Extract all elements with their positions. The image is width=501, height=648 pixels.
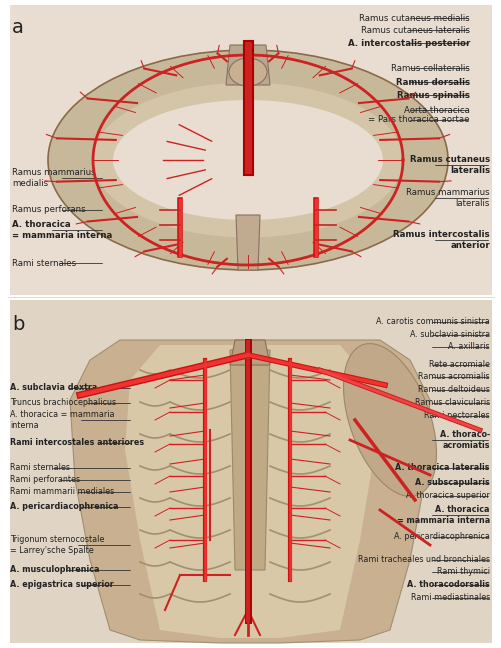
Text: Rami thymici: Rami thymici (436, 568, 489, 577)
Text: Ramus collateralis: Ramus collateralis (390, 64, 469, 73)
Text: A. thoraco-
acromiatis: A. thoraco- acromiatis (439, 430, 489, 450)
Ellipse shape (48, 50, 447, 270)
Text: Truncus brachiocephalicus: Truncus brachiocephalicus (10, 399, 116, 408)
Text: A. subclavia dextra: A. subclavia dextra (10, 384, 97, 393)
Text: Rete acromiale: Rete acromiale (428, 360, 489, 369)
Text: A. subclavia sinistra: A. subclavia sinistra (409, 330, 489, 340)
Text: Ramus perforans: Ramus perforans (12, 205, 86, 214)
Text: Ramus dorsalis: Ramus dorsalis (395, 78, 469, 86)
Text: Ramus cutaneus
lateralis: Ramus cutaneus lateralis (409, 156, 489, 175)
Text: Ramus spinalis: Ramus spinalis (396, 91, 469, 100)
Text: A. musculophrenica: A. musculophrenica (10, 566, 99, 575)
Ellipse shape (93, 82, 402, 238)
Text: Ramus deltoideus: Ramus deltoideus (417, 386, 489, 395)
Ellipse shape (113, 100, 382, 220)
Text: A. thoracica superior: A. thoracica superior (405, 491, 489, 500)
Text: A. thoracica
= mammaria interna: A. thoracica = mammaria interna (396, 505, 489, 525)
Text: Ramus cutaneus lateralis: Ramus cutaneus lateralis (360, 25, 469, 34)
Text: b: b (12, 315, 25, 334)
Text: A. subscapularis: A. subscapularis (414, 478, 489, 487)
Text: Ramus acromialis: Ramus acromialis (417, 373, 489, 382)
Text: = Pars thoracica aortae: = Pars thoracica aortae (368, 115, 469, 124)
Polygon shape (225, 45, 270, 85)
Text: A. thoracica lateralis: A. thoracica lateralis (395, 463, 489, 472)
Text: A. thoracica = mammaria
interna: A. thoracica = mammaria interna (10, 410, 114, 430)
Ellipse shape (343, 343, 436, 496)
Polygon shape (235, 215, 260, 270)
Text: Rami mammarii mediales: Rami mammarii mediales (10, 487, 114, 496)
Polygon shape (125, 345, 374, 638)
Polygon shape (10, 5, 491, 295)
Text: A. thoracodorsalis: A. thoracodorsalis (406, 581, 489, 590)
Text: Ramus mammarius
lateralis: Ramus mammarius lateralis (406, 189, 489, 208)
Text: Rami sternales: Rami sternales (10, 463, 70, 472)
Polygon shape (70, 340, 429, 643)
Text: Rami perforantes: Rami perforantes (10, 476, 80, 485)
Text: A. pericardiacophrenica: A. pericardiacophrenica (10, 502, 118, 511)
Text: Rami sternales: Rami sternales (12, 259, 76, 268)
Text: A. epigastrica superior: A. epigastrica superior (10, 581, 114, 590)
Text: Rami tracheales und bronchiales: Rami tracheales und bronchiales (357, 555, 489, 564)
Text: A. thoracica
= mammaria interna: A. thoracica = mammaria interna (12, 220, 112, 240)
Text: Aorta thoracica: Aorta thoracica (403, 106, 469, 115)
Text: A. axillaris: A. axillaris (447, 343, 489, 351)
Text: a: a (12, 18, 24, 37)
Text: Ramus mammarius
medialis: Ramus mammarius medialis (12, 168, 95, 188)
Text: Trigonum sternocostale
= Larrey'sche Spalte: Trigonum sternocostale = Larrey'sche Spa… (10, 535, 104, 555)
Text: Rami mediastinales: Rami mediastinales (410, 594, 489, 603)
Polygon shape (229, 350, 270, 570)
Text: Rami intercostales anteriores: Rami intercostales anteriores (10, 439, 144, 448)
Text: A. carotis communis sinistra: A. carotis communis sinistra (376, 318, 489, 327)
Ellipse shape (228, 58, 267, 86)
Polygon shape (229, 340, 270, 365)
Text: Ramus cutaneus medialis: Ramus cutaneus medialis (359, 14, 469, 23)
Text: Rami pectorales: Rami pectorales (423, 411, 489, 421)
Polygon shape (10, 300, 491, 643)
Text: A. intercostalis posterior: A. intercostalis posterior (347, 38, 469, 47)
Text: A. pericardiacophrenica: A. pericardiacophrenica (393, 533, 489, 542)
Text: Ramus intercostalis
anterior: Ramus intercostalis anterior (393, 230, 489, 249)
Text: Ramus clavicularis: Ramus clavicularis (414, 399, 489, 408)
